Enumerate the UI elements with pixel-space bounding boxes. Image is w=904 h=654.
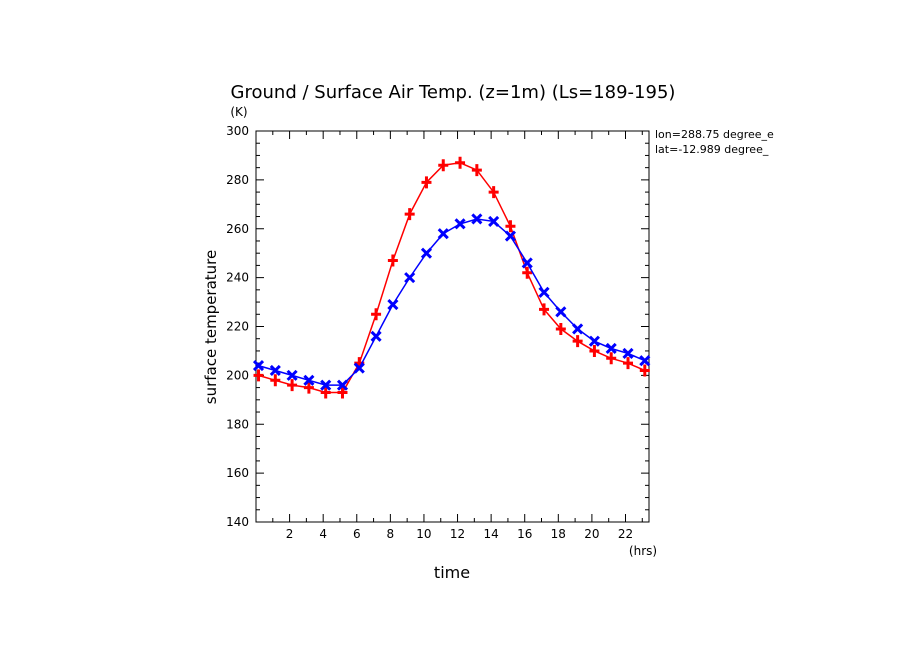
x-tick-label: 6 [353,527,361,541]
series-2-point [572,323,584,335]
series-2-point [303,374,315,386]
series-2-point [454,218,466,230]
series-1-point [488,186,499,199]
y-tick-label: 180 [226,417,249,431]
series-1-point [320,386,331,399]
series-1-point [337,386,348,399]
y-tick-label: 200 [226,368,249,382]
series-2-point [404,272,416,284]
series-1-point [639,364,650,377]
x-tick-label: 14 [483,527,498,541]
series-2-point [437,228,449,240]
x-tick-label: 22 [618,527,633,541]
series-2-point [269,364,281,377]
series-1-point [606,352,617,365]
chart-title: Ground / Surface Air Temp. (z=1m) (Ls=18… [231,82,676,103]
series-2-point [353,362,365,374]
axes: 2 4 6 8 10 12 14 16 18 20 22 140 160 180 200 220 240 260 2… [226,124,650,541]
series-1-point [555,322,566,335]
series-1-point [371,308,382,321]
series-1-point [421,176,432,189]
series-1-point [572,335,583,348]
series-2-point [286,369,298,381]
series-2-point [622,347,634,359]
series-2-point [471,213,483,225]
x-tick-label: 10 [416,527,431,541]
annotation-lat: lat=-12.989 degree_ [655,143,769,156]
y-axis-label: surface temperature [202,250,220,405]
x-tick-label: 2 [286,527,294,541]
series-2-point [320,379,332,391]
series-2-point [555,306,567,318]
series-2-point [605,342,617,355]
y-tick-label: 140 [226,515,249,529]
x-tick-label: 12 [450,527,465,541]
series-1-point [303,381,314,394]
annotation-lon: lon=288.75 degree_e [655,128,774,141]
series-1-line [258,162,646,394]
series-1-point [387,254,398,267]
y-tick-label: 160 [226,466,249,480]
y-tick-label: 220 [226,320,249,334]
series-2-point [252,360,265,372]
series-2-line [258,218,646,386]
x-axis-label: time [434,563,470,582]
series-2-point [336,379,349,391]
plot-frame [255,130,650,523]
x-tick-label: 8 [387,527,395,541]
x-tick-label: 20 [584,527,599,541]
series-2-point [504,230,517,242]
series-1-point [522,266,533,279]
series-1-point [253,369,264,382]
series-2-point [488,215,500,227]
series-1-point [455,156,466,169]
series-2-point [639,355,651,367]
series-1-point [270,374,281,387]
y-tick-label: 280 [226,173,249,187]
y-unit-label: (K) [230,105,247,119]
series-2-point [387,298,399,311]
series-1-point [623,357,634,370]
x-unit-label: (hrs) [629,544,657,558]
series-1-point [471,164,482,177]
x-tick-label: 18 [551,527,566,541]
series-2-point [588,335,600,347]
series-layer [252,156,651,399]
x-tick-label: 16 [517,527,532,541]
series-2-point [538,286,550,298]
series-1-point [287,379,298,392]
series-1-point [404,208,415,221]
series-1-point [438,159,449,172]
series-2-point [521,257,533,269]
series-1-point [539,303,550,316]
series-2-point [420,247,433,259]
series-2-point [370,330,382,342]
x-tick-label: 4 [319,527,327,541]
series-1-point [505,220,516,233]
y-tick-label: 260 [226,222,249,236]
y-tick-label: 240 [226,271,249,285]
y-tick-label: 300 [226,124,249,138]
series-1-point [589,344,600,357]
